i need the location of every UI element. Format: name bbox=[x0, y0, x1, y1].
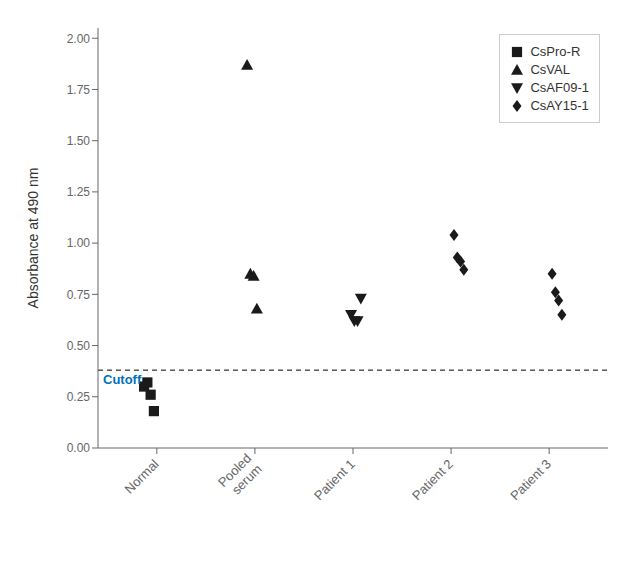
svg-text:Patient 1: Patient 1 bbox=[311, 456, 358, 503]
svg-text:Patient 3: Patient 3 bbox=[507, 456, 554, 503]
svg-text:0.00: 0.00 bbox=[67, 441, 91, 455]
svg-text:2.00: 2.00 bbox=[67, 32, 91, 46]
svg-text:1.25: 1.25 bbox=[67, 185, 91, 199]
svg-text:1.75: 1.75 bbox=[67, 83, 91, 97]
svg-text:1.00: 1.00 bbox=[67, 236, 91, 250]
svg-text:Cutoff: Cutoff bbox=[103, 372, 142, 387]
html-text:CsVAL: CsVAL bbox=[530, 62, 570, 77]
html-text:CsAF09-1: CsAF09-1 bbox=[530, 80, 589, 95]
svg-text:0.50: 0.50 bbox=[67, 339, 91, 353]
svg-text:Pooledserum: Pooledserum bbox=[215, 451, 265, 501]
svg-text:Patient 2: Patient 2 bbox=[409, 456, 456, 503]
html-text:CsAY15-1: CsAY15-1 bbox=[530, 98, 589, 113]
svg-text:1.50: 1.50 bbox=[67, 134, 91, 148]
svg-text:0.25: 0.25 bbox=[67, 390, 91, 404]
html-text:CsPro-R: CsPro-R bbox=[530, 44, 581, 59]
svg-text:Normal: Normal bbox=[122, 456, 162, 496]
svg-text:0.75: 0.75 bbox=[67, 288, 91, 302]
svg-text:Absorbance at 490 nm: Absorbance at 490 nm bbox=[25, 168, 41, 309]
